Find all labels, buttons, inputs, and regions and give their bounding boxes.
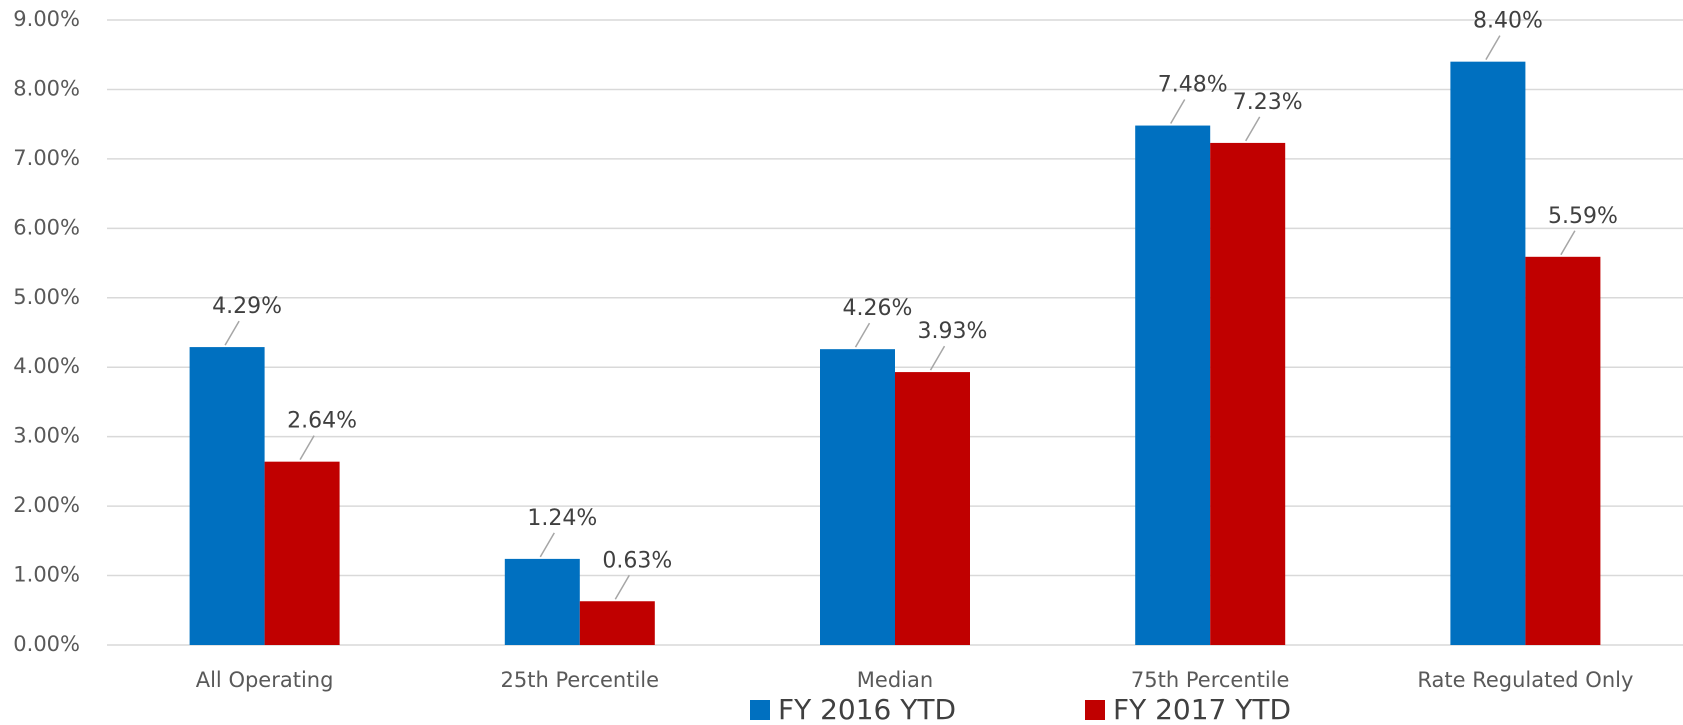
leader-line [929,345,946,371]
bar [1210,142,1286,645]
legend-swatch [1085,700,1105,720]
data-label: 4.26% [843,296,913,321]
legend-swatch [750,700,770,720]
data-label: 0.63% [602,548,672,573]
data-label: 4.29% [212,294,282,319]
legend-label: FY 2017 YTD [1113,693,1291,725]
leader-line [299,435,315,461]
x-tick-label: All Operating [196,668,334,692]
leader-line [854,322,871,348]
bar [895,372,970,645]
leader-line [1485,35,1501,61]
data-label: 8.40% [1473,9,1543,34]
y-tick-label: 2.00% [13,493,80,517]
x-tick-label: 75th Percentile [1131,668,1290,692]
y-tick-label: 4.00% [13,354,80,378]
y-tick-label: 0.00% [13,632,80,656]
y-tick-label: 1.00% [13,563,80,587]
leader-line [614,574,630,600]
data-label: 7.48% [1158,73,1228,98]
bar [264,461,340,645]
leader-line [1245,116,1261,142]
y-tick-label: 8.00% [13,76,80,100]
bar [820,349,895,645]
data-label: 7.23% [1233,90,1303,115]
y-tick-label: 6.00% [13,215,80,239]
data-label: 1.24% [527,506,597,531]
y-tick-label: 3.00% [13,424,80,448]
leader-line [224,320,240,346]
leader-line [539,532,555,558]
bar [1450,61,1526,645]
bar [1135,125,1211,646]
data-label: 2.64% [287,409,357,434]
bar [504,558,580,645]
bar [579,601,655,645]
data-label: 3.93% [918,319,988,344]
x-tick-label: 25th Percentile [501,668,660,692]
leader-line [1560,230,1576,256]
legend-label: FY 2016 YTD [778,693,956,725]
bar [1525,256,1601,645]
leader-line [1170,99,1186,124]
y-tick-label: 5.00% [13,285,80,309]
x-tick-label: Rate Regulated Only [1417,668,1633,692]
bar [189,347,265,645]
data-label: 5.59% [1548,204,1618,229]
y-tick-label: 9.00% [13,7,80,31]
y-tick-label: 7.00% [13,146,80,170]
x-tick-label: Median [857,668,933,692]
